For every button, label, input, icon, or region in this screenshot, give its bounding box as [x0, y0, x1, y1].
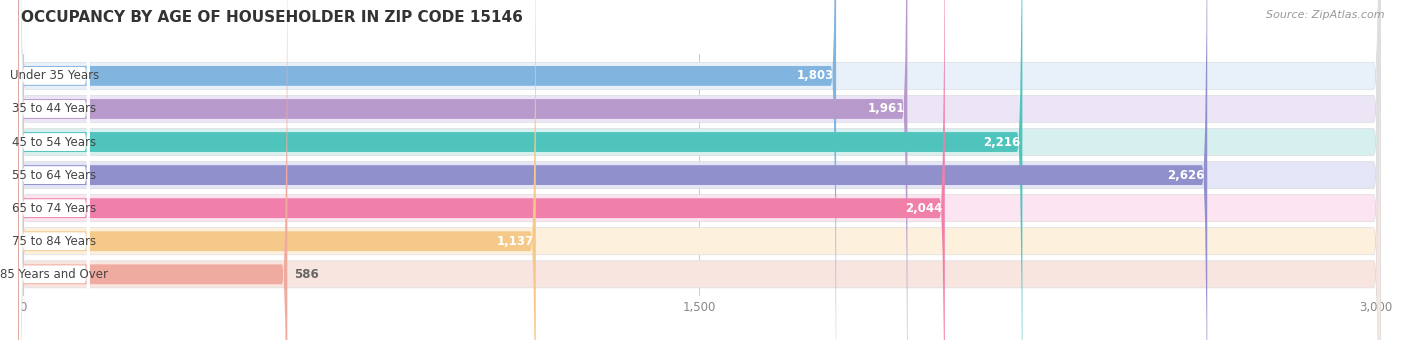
Text: Source: ZipAtlas.com: Source: ZipAtlas.com: [1267, 10, 1385, 20]
FancyBboxPatch shape: [18, 0, 1381, 340]
Text: 1,961: 1,961: [868, 102, 905, 116]
Text: 35 to 44 Years: 35 to 44 Years: [13, 102, 97, 116]
FancyBboxPatch shape: [20, 0, 90, 340]
Text: 2,044: 2,044: [905, 202, 942, 215]
Text: 586: 586: [294, 268, 319, 281]
FancyBboxPatch shape: [18, 0, 945, 340]
Text: 65 to 74 Years: 65 to 74 Years: [13, 202, 97, 215]
FancyBboxPatch shape: [18, 0, 1381, 340]
Text: Under 35 Years: Under 35 Years: [10, 69, 98, 82]
Text: 75 to 84 Years: 75 to 84 Years: [13, 235, 97, 248]
Text: 55 to 64 Years: 55 to 64 Years: [13, 169, 97, 182]
Text: 1,137: 1,137: [496, 235, 533, 248]
Text: OCCUPANCY BY AGE OF HOUSEHOLDER IN ZIP CODE 15146: OCCUPANCY BY AGE OF HOUSEHOLDER IN ZIP C…: [21, 10, 523, 25]
Text: 2,216: 2,216: [983, 136, 1021, 149]
Text: 2,626: 2,626: [1167, 169, 1205, 182]
FancyBboxPatch shape: [20, 0, 90, 340]
FancyBboxPatch shape: [18, 0, 837, 340]
FancyBboxPatch shape: [18, 0, 1381, 340]
FancyBboxPatch shape: [20, 0, 90, 340]
Text: 1,803: 1,803: [797, 69, 834, 82]
FancyBboxPatch shape: [20, 0, 90, 340]
Text: 85 Years and Over: 85 Years and Over: [0, 268, 108, 281]
FancyBboxPatch shape: [18, 0, 287, 340]
FancyBboxPatch shape: [20, 0, 90, 340]
FancyBboxPatch shape: [18, 0, 1022, 340]
FancyBboxPatch shape: [18, 0, 1381, 340]
FancyBboxPatch shape: [18, 0, 907, 340]
FancyBboxPatch shape: [20, 0, 90, 340]
FancyBboxPatch shape: [18, 0, 536, 340]
Text: 45 to 54 Years: 45 to 54 Years: [13, 136, 97, 149]
FancyBboxPatch shape: [18, 0, 1381, 340]
FancyBboxPatch shape: [18, 0, 1381, 340]
FancyBboxPatch shape: [18, 0, 1381, 340]
FancyBboxPatch shape: [20, 0, 90, 340]
FancyBboxPatch shape: [18, 0, 1208, 340]
